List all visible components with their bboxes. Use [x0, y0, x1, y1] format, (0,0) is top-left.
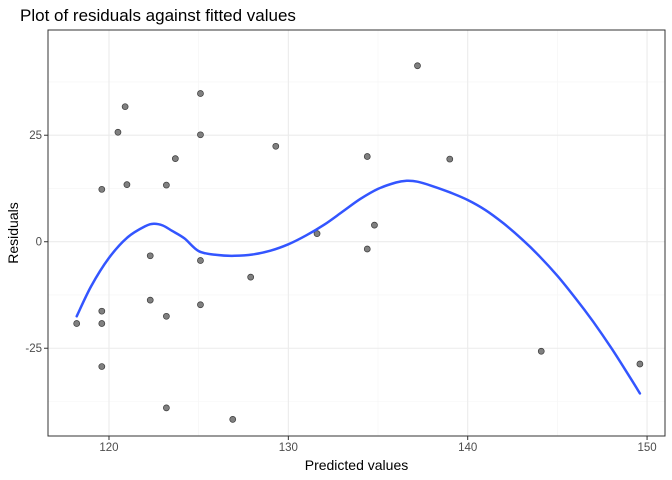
data-point [197, 257, 204, 264]
data-point [363, 153, 371, 160]
data-point [163, 181, 170, 189]
data-point [163, 404, 170, 412]
data-point [636, 360, 644, 368]
data-point [272, 142, 280, 150]
x-axis-title: Predicted values [305, 457, 409, 473]
data-point [98, 363, 106, 370]
data-point [363, 245, 371, 253]
data-point [121, 103, 129, 111]
data-point [123, 181, 131, 188]
data-point [197, 301, 204, 309]
y-tick-label: 0 [36, 237, 42, 249]
y-axis-title: Residuals [5, 202, 21, 263]
data-point [371, 221, 378, 229]
data-point [197, 90, 204, 97]
data-point [146, 296, 154, 304]
data-point [247, 273, 255, 281]
data-point [446, 155, 454, 163]
minor-gridlines [48, 30, 665, 436]
y-tick-label: 25 [29, 130, 42, 142]
x-tick-label: 150 [637, 442, 656, 454]
y-axis-ticks: -25 0 25 [25, 130, 48, 355]
data-point [171, 155, 179, 163]
data-point [163, 312, 170, 320]
data-point [197, 131, 204, 139]
data-points [73, 62, 644, 423]
y-tick-label: -25 [25, 343, 42, 355]
major-gridlines [48, 30, 665, 436]
data-point [537, 347, 545, 355]
data-point [146, 252, 154, 260]
panel-border [47, 29, 666, 437]
chart-title: Plot of residuals against fitted values [20, 6, 296, 25]
data-point [229, 416, 237, 423]
data-point [98, 320, 106, 327]
data-point [98, 307, 106, 315]
smooth-trend-line [75, 179, 642, 395]
x-tick-label: 140 [458, 442, 477, 454]
data-point [73, 320, 81, 327]
data-point [114, 128, 122, 136]
x-axis-ticks: 120 130 140 150 [99, 436, 657, 454]
x-tick-label: 120 [99, 442, 118, 454]
data-point [414, 62, 421, 70]
x-tick-label: 130 [279, 442, 298, 454]
data-point [98, 185, 106, 193]
